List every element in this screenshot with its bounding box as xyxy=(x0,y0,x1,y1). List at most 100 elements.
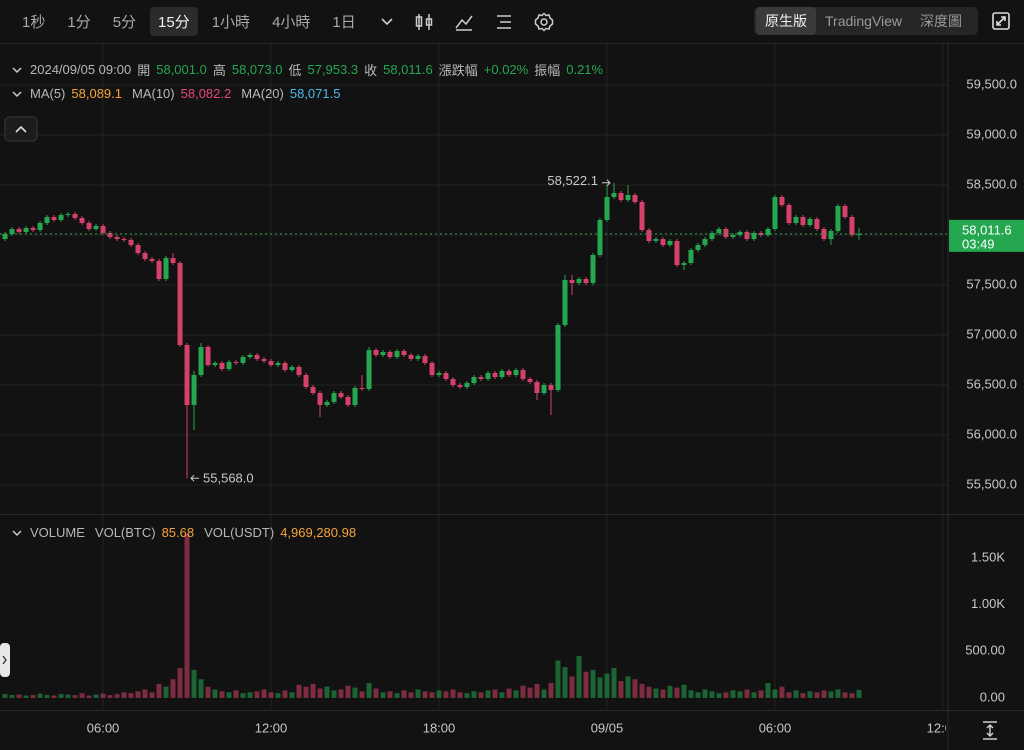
volume-bar xyxy=(716,693,722,698)
candle-body xyxy=(156,261,162,279)
volume-bar xyxy=(415,689,421,698)
collapse-chevron[interactable] xyxy=(10,528,24,538)
indicator-icon[interactable] xyxy=(454,12,474,32)
fullscreen-icon[interactable] xyxy=(992,12,1010,30)
volume-bar xyxy=(394,693,400,698)
volume-legend-label: VOL(USDT) xyxy=(204,525,275,540)
candle-body xyxy=(233,362,239,363)
candle-body xyxy=(247,355,253,357)
volume-bar xyxy=(492,689,498,698)
candle-body xyxy=(527,379,533,382)
candle-body xyxy=(310,387,316,393)
candle-body xyxy=(604,197,610,220)
low-arrow xyxy=(190,474,200,482)
interval-button[interactable]: 4小時 xyxy=(272,14,311,31)
volume-legend-label: VOL(BTC) xyxy=(94,525,156,540)
volume-bar xyxy=(135,691,141,698)
volume-bar xyxy=(457,692,463,698)
volume-bar xyxy=(534,683,540,698)
interval-button[interactable]: 1分 xyxy=(67,14,91,31)
volume-bar xyxy=(219,691,225,698)
info-value: 58,073.0 xyxy=(231,62,283,77)
candle-body xyxy=(611,193,617,197)
candle-body xyxy=(128,240,134,245)
candle-body xyxy=(786,205,792,223)
candle-body xyxy=(541,385,547,393)
volume-legend: VOLUME VOL(BTC) 85.68 VOL(USDT) 4,969,280.98 xyxy=(10,525,366,540)
info-label: 收 xyxy=(364,63,378,78)
candle-body xyxy=(485,373,491,379)
volume-bar xyxy=(79,693,85,698)
candle-body xyxy=(464,383,470,387)
interval-button[interactable]: 1小時 xyxy=(211,14,251,31)
volume-bar xyxy=(590,669,596,698)
collapse-chevron[interactable] xyxy=(10,89,24,99)
volume-bar xyxy=(576,655,582,698)
candle-body xyxy=(79,218,85,223)
info-value: 57,953.3 xyxy=(307,62,359,77)
volume-legend-value: 4,969,280.98 xyxy=(280,525,357,540)
volume-bar xyxy=(310,683,316,698)
volume-bar xyxy=(289,692,295,698)
candle-body xyxy=(380,352,386,355)
interval-button[interactable]: 1秒 xyxy=(22,14,46,31)
candle-body xyxy=(72,214,78,218)
candle-body xyxy=(401,351,407,355)
candle-body xyxy=(744,232,750,239)
volume-bar xyxy=(436,690,442,698)
volume-bar xyxy=(639,683,645,698)
candle-body xyxy=(114,237,120,239)
volume-bar xyxy=(667,685,673,698)
volume-bar xyxy=(814,692,820,698)
candle-body xyxy=(814,219,820,229)
candle-body xyxy=(429,363,435,375)
scale-reset-icon[interactable] xyxy=(983,721,997,740)
candle-body xyxy=(695,245,701,250)
candle-body xyxy=(709,233,715,239)
candle-body xyxy=(359,388,365,389)
interval-dropdown[interactable] xyxy=(380,17,394,27)
candle-body xyxy=(366,350,372,389)
y-tick-label: 57,000.0 xyxy=(966,326,1017,341)
interval-button[interactable]: 1日 xyxy=(332,14,356,31)
volume-bar xyxy=(401,690,407,698)
volume-tick-label: 500.00 xyxy=(965,643,1005,658)
candle-type-icon[interactable] xyxy=(414,12,434,32)
volume-bar xyxy=(674,687,680,698)
ohlc-info: 2024/09/05 09:00 開 58,001.0 高 58,073.0 低 57,95… xyxy=(10,60,609,79)
volume-bar xyxy=(205,686,211,698)
y-tick-label: 58,500.0 xyxy=(966,176,1017,191)
volume-bar xyxy=(730,690,736,698)
ma-name: MA(20) xyxy=(241,86,284,101)
volume-bar xyxy=(387,691,393,698)
candle-body xyxy=(324,402,330,405)
volume-bar xyxy=(51,695,57,698)
price-panel: 58,522.1 55,568.0 xyxy=(0,173,948,486)
candle-body xyxy=(317,393,323,405)
settings-gear-icon[interactable] xyxy=(534,11,554,32)
volume-bar xyxy=(485,690,491,698)
candle-body xyxy=(569,280,575,283)
y-tick-label: 59,500.0 xyxy=(966,76,1017,91)
interval-button[interactable]: 5分 xyxy=(112,14,137,31)
volume-bar xyxy=(331,690,337,698)
candle-body xyxy=(723,229,729,237)
candle-body xyxy=(590,255,596,283)
volume-bar xyxy=(758,690,764,698)
view-button[interactable]: 原生版 xyxy=(756,7,816,35)
view-button[interactable]: TradingView xyxy=(825,13,903,29)
side-handle[interactable] xyxy=(0,643,10,677)
interval-button[interactable]: 15分 xyxy=(150,7,198,36)
volume-bar xyxy=(618,681,624,698)
collapse-chevron[interactable] xyxy=(10,65,24,75)
volume-bar xyxy=(30,695,36,698)
ma-name: MA(10) xyxy=(132,86,175,101)
volume-bar xyxy=(37,693,43,698)
view-button[interactable]: 深度圖 xyxy=(920,13,963,29)
volume-bar xyxy=(44,695,50,698)
volume-bar xyxy=(16,694,22,698)
collapse-button[interactable] xyxy=(4,116,38,142)
settings-lines-icon[interactable] xyxy=(494,12,514,32)
candle-body xyxy=(821,229,827,239)
y-tick-label: 56,000.0 xyxy=(966,426,1017,441)
